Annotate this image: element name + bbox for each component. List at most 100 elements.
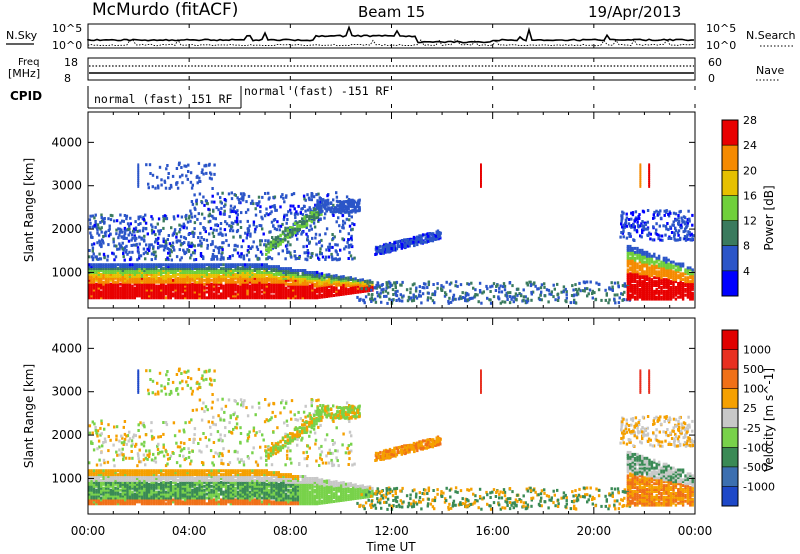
heatmap-cell <box>275 294 278 298</box>
heatmap-cell <box>193 265 196 269</box>
heatmap-cell <box>197 161 201 165</box>
heatmap-cell <box>236 263 240 267</box>
heatmap-cell <box>198 288 201 292</box>
heatmap-cell <box>181 269 184 272</box>
heatmap-cell <box>677 266 680 270</box>
heatmap-cell <box>152 230 156 234</box>
heatmap-cell <box>280 195 283 199</box>
heatmap-cell <box>214 223 217 227</box>
heatmap-cell <box>138 286 141 290</box>
heatmap-cell <box>342 280 345 284</box>
heatmap-cell <box>645 284 649 287</box>
heatmap-cell <box>92 486 96 490</box>
heatmap-cell <box>265 286 268 290</box>
heatmap-cell <box>379 249 382 253</box>
heatmap-cell <box>301 276 304 280</box>
heatmap-cell <box>304 198 307 202</box>
heatmap-cell <box>667 212 670 216</box>
heatmap-cell <box>275 290 278 294</box>
heatmap-cell <box>211 187 214 190</box>
heatmap-cell <box>681 287 685 291</box>
heatmap-cell <box>689 284 692 287</box>
heatmap-cell <box>169 286 172 290</box>
heatmap-cell <box>470 281 473 285</box>
heatmap-cell <box>128 271 132 274</box>
heatmap-cell <box>350 234 353 238</box>
heatmap-cell <box>95 480 98 484</box>
heatmap-cell <box>107 234 111 238</box>
heatmap-cell <box>308 288 312 292</box>
heatmap-cell <box>244 231 247 235</box>
heatmap-cell <box>160 294 163 298</box>
heatmap-cell <box>172 286 175 290</box>
heatmap-cell <box>193 292 196 296</box>
heatmap-cell <box>176 265 180 269</box>
heatmap-cell <box>284 278 288 282</box>
heatmap-cell <box>208 278 211 282</box>
heatmap-cell <box>102 496 105 500</box>
cpid-segment-2: normal (fast) -151 RF <box>244 84 389 98</box>
heatmap-cell <box>227 265 230 269</box>
heatmap-cell <box>131 269 134 272</box>
heatmap-cell <box>203 296 206 300</box>
heatmap-cell <box>224 294 228 298</box>
heatmap-cell <box>126 276 129 280</box>
heatmap-cell <box>128 263 132 267</box>
heatmap-cell <box>316 200 320 204</box>
heatmap-cell <box>200 244 203 248</box>
heatmap-cell <box>239 267 242 271</box>
heatmap-cell <box>229 292 232 296</box>
heatmap-cell <box>138 280 141 284</box>
heatmap-cell <box>629 295 632 299</box>
heatmap-cell <box>318 284 321 288</box>
heatmap-cell <box>489 285 492 289</box>
heatmap-cell <box>304 296 307 300</box>
heatmap-cell <box>116 282 120 286</box>
heatmap-cell <box>259 250 263 254</box>
heatmap-cell <box>648 165 651 169</box>
heatmap-cell <box>655 272 658 276</box>
heatmap-cell <box>657 274 661 278</box>
heatmap-cell <box>126 473 129 477</box>
heatmap-cell <box>121 473 124 477</box>
heatmap-cell <box>620 219 623 223</box>
heatmap-cell <box>645 268 649 272</box>
heatmap-cell <box>330 294 333 298</box>
heatmap-cell <box>148 292 151 296</box>
heatmap-cell <box>320 289 324 293</box>
heatmap-cell <box>155 276 158 280</box>
heatmap-cell <box>228 256 232 260</box>
heatmap-cell <box>669 272 673 276</box>
heatmap-cell <box>344 207 348 211</box>
heatmap-cell <box>418 294 421 298</box>
heatmap-cell <box>133 486 136 490</box>
heatmap-cell <box>245 236 248 240</box>
heatmap-cell <box>294 278 297 282</box>
heatmap-cell <box>691 284 694 287</box>
heatmap-cell <box>289 235 292 239</box>
heatmap-cell <box>282 280 285 284</box>
heatmap-cell <box>277 241 280 245</box>
heatmap-cell <box>481 291 484 295</box>
heatmap-cell <box>301 282 304 286</box>
heatmap-cell <box>677 229 681 233</box>
heatmap-cell <box>176 296 180 300</box>
heatmap-cell <box>128 498 132 502</box>
heatmap-cell <box>510 297 513 301</box>
heatmap-cell <box>311 296 314 300</box>
heatmap-cell <box>215 296 218 300</box>
heatmap-cell <box>107 265 110 269</box>
heatmap-cell <box>648 291 651 295</box>
heatmap-cell <box>179 276 182 280</box>
heatmap-cell <box>268 288 271 292</box>
heatmap-cell <box>643 293 646 297</box>
heatmap-cell <box>340 293 343 296</box>
heatmap-cell <box>686 287 690 291</box>
heatmap-cell <box>650 287 654 291</box>
heatmap-cell <box>160 276 163 280</box>
heatmap-cell <box>97 288 100 292</box>
heatmap-cell <box>248 278 252 282</box>
heatmap-cell <box>655 291 658 295</box>
heatmap-cell <box>184 296 187 300</box>
heatmap-cell <box>112 473 115 477</box>
